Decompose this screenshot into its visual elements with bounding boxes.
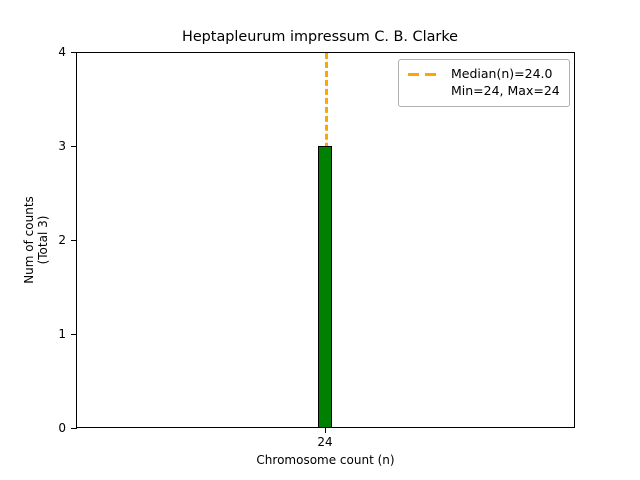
y-tick-mark-2: [71, 240, 77, 241]
y-tick-mark-3: [71, 146, 77, 147]
y-axis-label-wrapper: Num of counts (Total 3): [22, 52, 50, 428]
y-axis-label-line1: Num of counts: [22, 196, 36, 284]
x-tick-label-24: 24: [317, 435, 333, 449]
y-tick-label-3: 3: [58, 139, 66, 153]
chart-title: Heptapleurum impressum C. B. Clarke: [182, 29, 458, 45]
x-axis-label: Chromosome count (n): [256, 453, 395, 467]
legend-text: Median(n)=24.0 Min=24, Max=24: [451, 66, 560, 99]
legend: Median(n)=24.0 Min=24, Max=24: [398, 59, 570, 107]
y-tick-label-4: 4: [58, 45, 66, 59]
legend-line-sample-icon: [408, 66, 442, 82]
legend-entry-median: Median(n)=24.0: [451, 66, 553, 81]
plot-area: [71, 52, 575, 433]
y-tick-mark-1: [71, 334, 77, 335]
y-tick-mark-0: [71, 428, 77, 429]
bar-24: [318, 146, 332, 428]
legend-entry-minmax: Min=24, Max=24: [451, 82, 560, 98]
y-tick-label-0: 0: [58, 421, 66, 435]
y-axis-label: Num of counts (Total 3): [22, 52, 50, 428]
x-tick-mark-24: [325, 427, 326, 433]
y-tick-label-1: 1: [58, 327, 66, 341]
y-tick-mark-4: [71, 52, 77, 53]
y-tick-label-2: 2: [58, 233, 66, 247]
